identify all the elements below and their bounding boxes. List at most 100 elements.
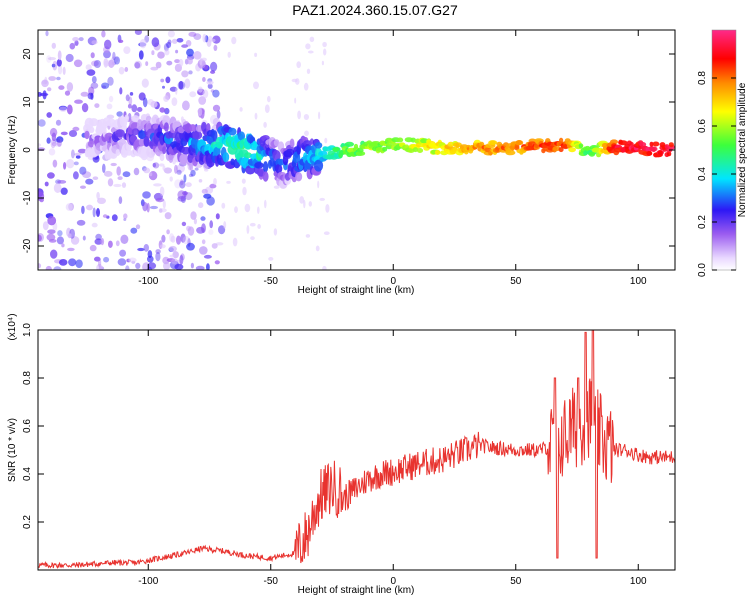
heatmap-cell xyxy=(203,254,212,259)
heatmap-cell xyxy=(188,173,194,178)
heatmap-cell xyxy=(107,76,114,86)
heatmap-cell xyxy=(164,49,170,56)
heatmap-cell xyxy=(67,233,72,239)
heatmap-cell xyxy=(80,185,86,189)
heatmap-cell xyxy=(175,49,179,54)
heatmap-cell xyxy=(228,127,237,136)
heatmap-cell xyxy=(116,111,123,117)
heatmap-cell xyxy=(218,225,226,235)
heatmap-cell xyxy=(186,48,194,57)
heatmap-cell xyxy=(181,221,187,227)
heatmap-cell xyxy=(163,122,169,132)
heatmap-cell xyxy=(48,76,57,81)
heatmap-cell xyxy=(175,87,178,95)
colorbar-tick-label: 0.4 xyxy=(697,167,708,181)
heatmap-cell xyxy=(85,178,94,185)
heatmap-cell xyxy=(203,193,212,199)
heatmap-cell xyxy=(88,126,95,133)
heatmap-cell xyxy=(58,85,65,90)
heatmap-cell xyxy=(155,61,162,69)
heatmap-cell xyxy=(38,143,42,147)
heatmap-cell xyxy=(646,150,653,156)
heatmap-cell xyxy=(138,130,147,140)
heatmap-cell xyxy=(208,35,213,43)
heatmap-cell xyxy=(60,187,68,195)
y-tick-label: 10 xyxy=(22,96,33,108)
x-tick-label: 0 xyxy=(390,576,396,587)
y-tick-label: 0.6 xyxy=(22,419,33,433)
heatmap-cell xyxy=(164,107,170,115)
heatmap-cell xyxy=(324,137,328,144)
heatmap-cell xyxy=(141,78,149,88)
heatmap-cell xyxy=(137,107,143,112)
heatmap-cell xyxy=(227,51,231,58)
heatmap-cell xyxy=(202,77,206,82)
heatmap-cell xyxy=(213,178,217,186)
heatmap-cell xyxy=(201,239,206,245)
x-tick-label: 50 xyxy=(510,576,522,587)
heatmap-cell xyxy=(194,167,199,171)
heatmap-cell xyxy=(54,138,61,143)
heatmap-cell xyxy=(214,260,220,265)
heatmap-cell xyxy=(143,244,149,252)
heatmap-cell xyxy=(89,244,97,252)
heatmap-cell xyxy=(190,211,197,220)
heatmap-cell xyxy=(47,216,57,226)
heatmap-cell xyxy=(162,146,167,155)
heatmap-cell xyxy=(96,191,100,200)
heatmap-cell xyxy=(38,234,42,242)
heatmap-cell xyxy=(184,78,191,89)
heatmap-cell xyxy=(85,64,92,71)
heatmap-cell xyxy=(81,103,89,113)
heatmap-cell xyxy=(73,171,79,180)
colorbar-label: Normalized spectral amplitude xyxy=(737,82,748,217)
heatmap-cell xyxy=(177,81,186,90)
heatmap-cell xyxy=(250,236,255,241)
heatmap-cell xyxy=(166,60,173,66)
heatmap-cell xyxy=(42,221,49,231)
heatmap-cell xyxy=(53,183,62,193)
heatmap-cell xyxy=(133,167,140,176)
heatmap-cell xyxy=(72,37,79,42)
heatmap-cell xyxy=(558,147,564,153)
heatmap-cell xyxy=(212,130,218,142)
heatmap-cell xyxy=(68,130,78,137)
heatmap-cell xyxy=(198,96,207,105)
heatmap-cell xyxy=(210,61,218,72)
heatmap-cell xyxy=(176,38,184,43)
heatmap-cell xyxy=(190,262,194,269)
heatmap-cell xyxy=(294,97,297,104)
heatmap-cell xyxy=(198,202,204,209)
heatmap-cell xyxy=(452,147,458,153)
heatmap-cell xyxy=(160,78,165,83)
heatmap-cell xyxy=(177,190,186,200)
heatmap-cell xyxy=(79,166,87,175)
heatmap-cell xyxy=(305,234,311,238)
heatmap-cell xyxy=(204,168,209,172)
y-tick-label: 20 xyxy=(22,48,33,60)
heatmap-cell xyxy=(94,238,103,245)
heatmap-cell xyxy=(91,76,97,84)
heatmap-cell xyxy=(90,52,95,59)
heatmap-cell xyxy=(131,104,138,113)
heatmap-cell xyxy=(51,63,56,68)
heatmap-cell xyxy=(65,53,74,63)
heatmap-cell xyxy=(323,231,330,235)
heatmap-cell xyxy=(313,159,324,172)
heatmap-cell xyxy=(206,263,210,270)
heatmap-cell xyxy=(168,153,174,161)
heatmap-cell xyxy=(179,254,184,265)
heatmap-cell xyxy=(668,142,674,148)
heatmap-cell xyxy=(215,242,224,246)
heatmap-cell xyxy=(91,40,98,45)
heatmap-cell xyxy=(618,140,628,146)
heatmap-cell xyxy=(652,141,660,147)
heatmap-cell xyxy=(82,171,92,179)
heatmap-cell xyxy=(249,222,256,227)
heatmap-cell xyxy=(51,132,57,142)
heatmap-cell xyxy=(610,139,618,145)
heatmap-cell xyxy=(198,86,203,93)
heatmap-cell xyxy=(174,263,184,270)
heatmap-cell xyxy=(296,61,302,69)
heatmap-cell xyxy=(317,180,320,189)
